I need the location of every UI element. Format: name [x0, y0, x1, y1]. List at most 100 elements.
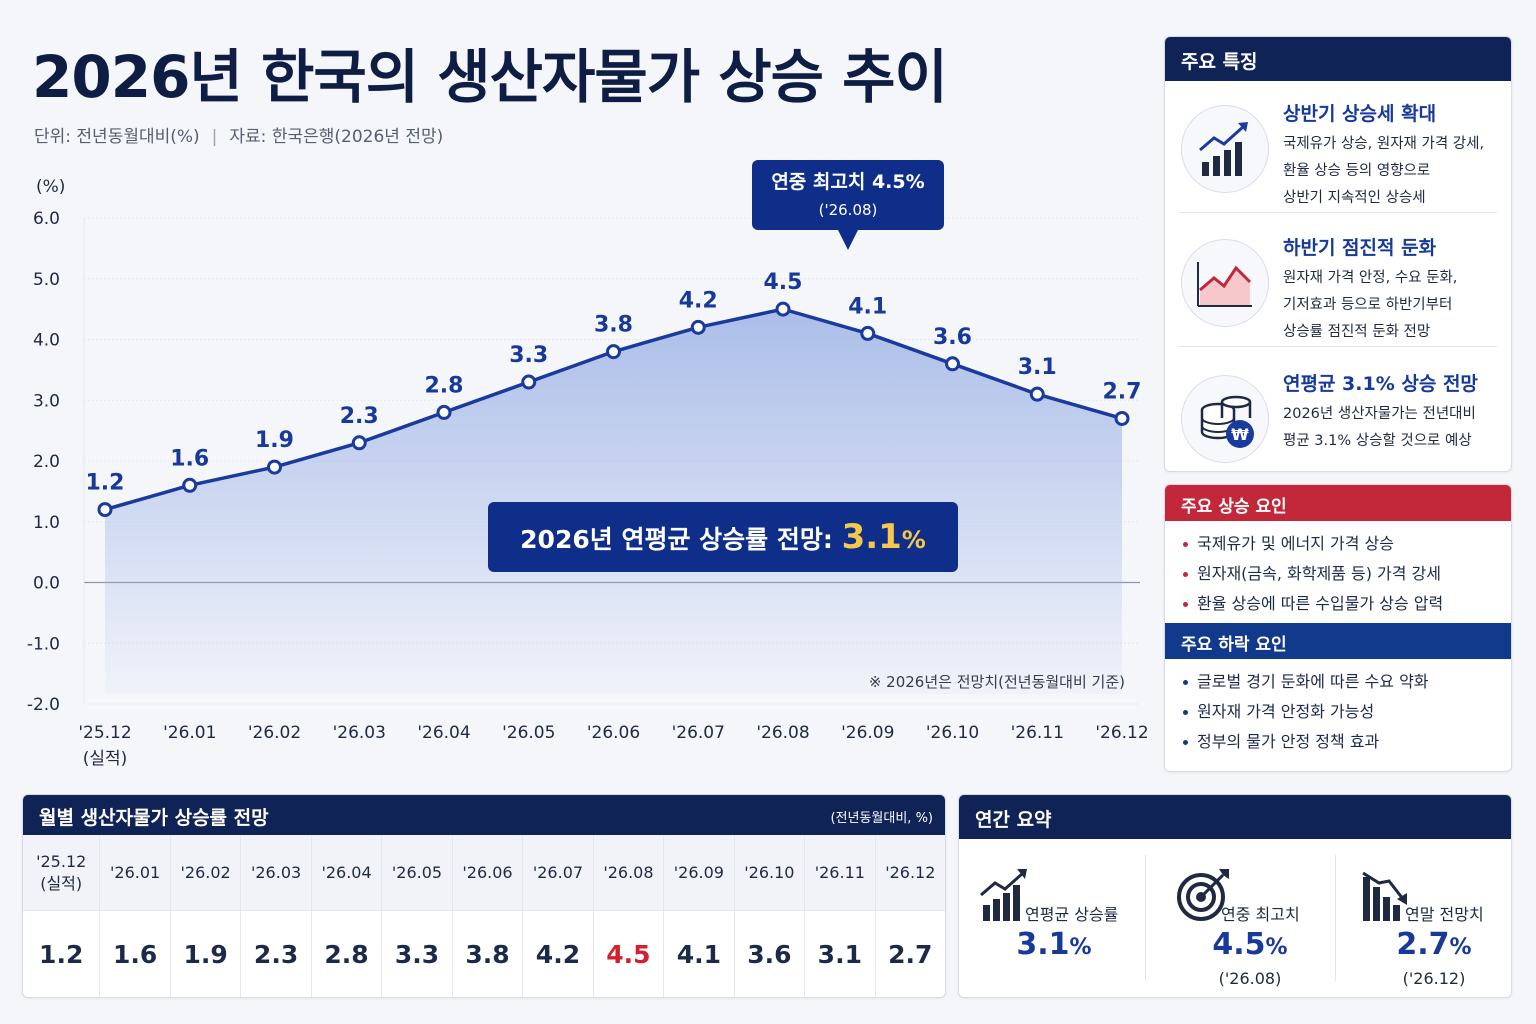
summary-value-number: 2.7 [1396, 927, 1450, 962]
y-tick-label: 0.0 [33, 574, 60, 594]
growth-bars-icon [980, 869, 1027, 921]
average-callout-text: 2026년 연평균 상승률 전망: 3.1% [520, 517, 926, 557]
x-tick-label: '26.05 [502, 723, 555, 743]
table-cell: 4.2 [523, 911, 594, 997]
data-point [97, 502, 113, 518]
chart-footnote: ※ 2026년은 전망치(전년동월대비 기준) [869, 673, 1125, 691]
peak-callout: 연중 최고치 4.5% ('26.08) [752, 160, 944, 250]
feature-item: 하반기 점진적 둔화 원자재 가격 안정, 수요 둔화, 기저효과 등으로 하반… [1179, 223, 1497, 347]
y-tick-label: 5.0 [33, 270, 60, 290]
summary-label: 연평균 상승률 [1025, 905, 1119, 924]
line-chart-down-icon [1181, 239, 1269, 327]
table-cell: 3.6 [735, 911, 806, 997]
table-header-cell: '26.06 [453, 835, 524, 910]
feature-desc-line: 원자재 가격 안정, 수요 둔화, [1283, 270, 1458, 286]
source-label: 자료: 한국은행(2026년 전망) [229, 127, 444, 147]
x-tick-label: '26.08 [756, 723, 809, 743]
feature-title: 상반기 상승세 확대 [1283, 103, 1437, 125]
x-tick-label: '26.02 [248, 723, 301, 743]
features-panel-title: 주요 특징 [1165, 37, 1511, 81]
feature-desc: 원자재 가격 안정, 수요 둔화, 기저효과 등으로 하반기부터 상승률 점진적… [1283, 265, 1511, 346]
data-point [521, 374, 537, 390]
feature-title: 연평균 3.1% 상승 전망 [1283, 373, 1478, 395]
factors-panel: 주요 상승 요인 국제유가 및 에너지 가격 상승 원자재(금속, 화학제품 등… [1164, 484, 1512, 772]
data-point [351, 435, 367, 451]
data-label: 3.8 [594, 313, 633, 338]
bar-chart-up-icon [1181, 105, 1269, 193]
feature-desc: 2026년 생산자물가는 전년대비 평균 3.1% 상승할 것으로 예상 [1283, 401, 1511, 455]
peak-callout-pointer [838, 230, 858, 250]
summary-item-peak: 연중 최고치 4.5% ('26.08) [1155, 855, 1345, 995]
y-tick-label: 2.0 [33, 452, 60, 472]
table-header-row: '25.12 (실적) '26.01'26.02'26.03'26.04'26.0… [23, 835, 945, 911]
data-label: 1.9 [255, 428, 294, 453]
x-tick-label: '26.06 [587, 723, 640, 743]
x-tick-label: '26.09 [841, 723, 894, 743]
feature-desc-line: 상반기 지속적인 상승세 [1283, 190, 1426, 206]
peak-callout-box [752, 160, 944, 230]
table-header: 월별 생산자물가 상승률 전망 (전년동월대비, %) [23, 795, 945, 835]
divider [1335, 855, 1336, 981]
data-label: 2.3 [340, 404, 379, 429]
list-item: 원자재(금속, 화학제품 등) 가격 강세 [1183, 559, 1495, 589]
page-title: 2026년 한국의 생산자물가 상승 추이 [32, 43, 948, 111]
table-cell: 1.2 [23, 911, 101, 997]
summary-value-number: 4.5 [1212, 927, 1266, 962]
x-tick-label: '26.04 [417, 723, 470, 743]
x-tick-label: '26.01 [163, 723, 216, 743]
y-tick-label: 6.0 [33, 209, 60, 229]
unit-label: 단위: 전년동월대비(%) [34, 127, 200, 147]
summary-item-yearend: 연말 전망치 2.7% ('26.12) [1339, 855, 1511, 995]
data-label: 1.6 [170, 446, 209, 471]
down-factors-list: 글로벌 경기 둔화에 따른 수요 약화 원자재 가격 안정화 가능성 정부의 물… [1165, 659, 1511, 761]
data-point [1029, 386, 1045, 402]
x-tick-label: '26.10 [926, 723, 979, 743]
peak-callout-title: 연중 최고치 4.5% [771, 171, 924, 193]
data-label: 3.3 [509, 343, 548, 368]
table-row: 1.2 1.6 1.9 2.3 2.8 3.3 3.8 4.2 4.5 4.1 3.6 3.1 2.7 [23, 911, 945, 997]
features-panel: 주요 특징 상반기 상승세 확대 국제유가 상승, 원자재 가격 강세, 환율 … [1164, 36, 1512, 472]
line-chart: (%) 6.0 5.0 4.0 3.0 2.0 1.0 0.0 -1.0 -2.0 1.2 '25.1… [27, 160, 1149, 769]
table-cell: 1.9 [171, 911, 242, 997]
table-cell: 4.1 [664, 911, 735, 997]
annual-summary-panel: 연간 요약 연평균 상승률 3.1% 연중 최고치 4.5% ('26.08) [958, 794, 1512, 998]
table-cell: 2.3 [241, 911, 312, 997]
average-callout: 2026년 연평균 상승률 전망: 3.1% [488, 502, 958, 572]
data-label: 4.2 [679, 288, 718, 313]
data-point [860, 325, 876, 341]
table-header-cell: '26.12 [885, 862, 936, 882]
table-cell: 3.1 [805, 911, 876, 997]
peak-callout-date: ('26.08) [819, 201, 878, 219]
table-cell: 2.7 [888, 939, 933, 969]
feature-desc-line: 환율 상승 등의 영향으로 [1283, 163, 1431, 179]
data-point [775, 301, 791, 317]
data-point [690, 319, 706, 335]
data-label: 1.2 [86, 471, 125, 496]
data-label: 4.5 [764, 270, 803, 295]
table-header-cell: '25.12 (실적) [23, 835, 101, 910]
svg-text:₩: ₩ [1231, 425, 1249, 444]
divider [1145, 855, 1146, 981]
data-point [267, 459, 282, 475]
up-factors-title: 주요 상승 요인 [1165, 485, 1511, 521]
list-item: 원자재 가격 안정화 가능성 [1183, 697, 1495, 727]
data-point [945, 356, 960, 372]
subtitle-separator: | [211, 127, 218, 147]
summary-item-average: 연평균 상승률 3.1% [959, 855, 1149, 995]
summary-value-unit: % [1449, 935, 1472, 960]
table-cell: 3.8 [453, 911, 524, 997]
summary-value: 4.5% [1155, 927, 1345, 962]
summary-value-number: 3.1 [1016, 927, 1070, 962]
table-cell: 4.5 [594, 911, 665, 997]
summary-value-unit: % [1265, 935, 1288, 960]
table-header-cell: '26.10 [735, 835, 806, 910]
average-callout-box [488, 502, 958, 572]
feature-item: ₩ 연평균 3.1% 상승 전망 2026년 생산자물가는 전년대비 평균 3.… [1179, 359, 1497, 471]
summary-value-unit: % [1069, 935, 1092, 960]
feature-item: 상반기 상승세 확대 국제유가 상승, 원자재 가격 강세, 환율 상승 등의 … [1179, 89, 1497, 213]
data-label: 2.8 [425, 373, 464, 398]
table-header-cell: '26.05 [382, 835, 453, 910]
list-item: 환율 상승에 따른 수입물가 상승 압력 [1183, 589, 1495, 619]
summary-label: 연중 최고치 [1221, 905, 1300, 924]
data-point [606, 344, 621, 360]
